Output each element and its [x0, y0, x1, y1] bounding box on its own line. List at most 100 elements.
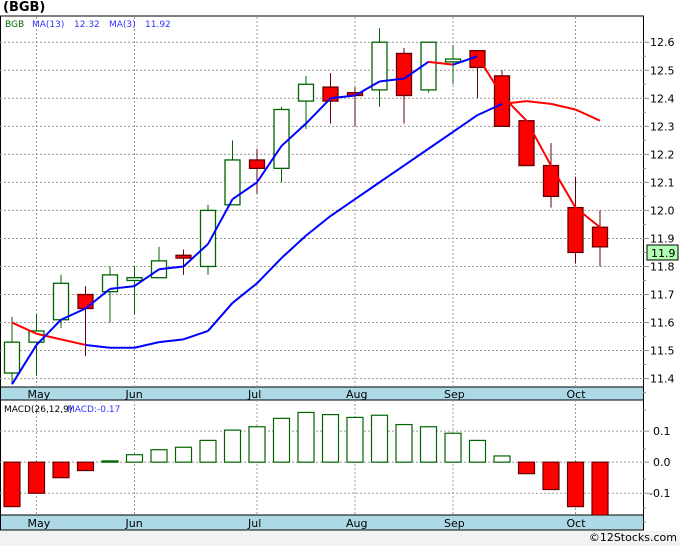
price-tick-label: 12.1: [650, 176, 675, 189]
macd-bar-positive: [297, 411, 315, 463]
month-band-top: [0, 386, 644, 401]
ma13-line-segment: [134, 341, 160, 349]
ma13-line-segment: [11, 321, 37, 335]
ma13-line-segment: [183, 329, 209, 341]
ma13-line-segment: [158, 338, 184, 344]
ma3-line-segment: [428, 60, 454, 66]
candle-up: [371, 41, 388, 91]
month-label: Aug: [346, 388, 367, 401]
macd-bar-positive: [272, 417, 291, 463]
chart-title: (BGB): [3, 0, 46, 15]
ma3-line-segment: [354, 80, 380, 97]
ma13-line-segment: [354, 181, 381, 201]
macd-bar-positive: [346, 416, 364, 463]
ma13-line-segment: [427, 131, 454, 150]
last-price-label: 11.9: [651, 247, 676, 260]
stock-chart: 12.612.512.412.312.212.112.011.911.811.7…: [0, 15, 679, 531]
macd-bar-positive: [125, 454, 144, 463]
ma13-line-segment: [36, 332, 62, 341]
macd-bar-negative: [591, 461, 609, 516]
legend-ma3-value: 11.92: [145, 20, 171, 30]
candle-down: [77, 293, 94, 310]
ma3-line-segment: [109, 285, 135, 290]
macd-legend-label: MACD(26,12,9): [4, 405, 72, 415]
candle-up: [3, 341, 21, 374]
legend-ma13-label: MA(13): [32, 20, 64, 30]
month-label: Sep: [444, 388, 465, 401]
month-label: Jul: [247, 517, 261, 530]
ma3-line-segment: [501, 94, 528, 122]
ma3-line-segment: [476, 55, 503, 97]
month-label: Aug: [346, 517, 367, 530]
ma13-line-segment: [575, 108, 601, 122]
candle-up: [444, 58, 462, 63]
candle-up: [297, 83, 315, 102]
month-label: Oct: [567, 517, 587, 530]
ma3-line-segment: [379, 77, 405, 83]
month-band-bottom: [0, 514, 644, 531]
macd-bar-positive: [101, 460, 119, 463]
macd-bar-positive: [370, 414, 389, 463]
price-tick-label: 12.3: [650, 120, 675, 133]
ma13-line-segment: [378, 164, 405, 184]
ma3-line-segment: [11, 344, 38, 385]
ma3-line-segment: [403, 61, 430, 80]
legend-ma13-value: 12.32: [74, 20, 100, 30]
ma3-line-segment: [256, 145, 283, 183]
macd-bar-positive: [468, 439, 487, 463]
ma3-line-segment: [231, 181, 258, 201]
last-price-badge: [646, 244, 679, 261]
macd-bar-negative: [27, 461, 46, 494]
macd-bar-positive: [444, 432, 462, 463]
candle-down: [567, 206, 584, 254]
macd-tick-label: 0.0: [653, 456, 671, 469]
price-tick-label: 12.2: [650, 148, 675, 161]
ma13-line-segment: [280, 234, 307, 259]
macd-tick-label: -0.1: [649, 487, 670, 500]
ma3-line-segment: [60, 307, 86, 321]
ma3-line-segment: [305, 97, 332, 125]
ma13-line-segment: [329, 198, 356, 217]
macd-bar-positive: [223, 429, 242, 463]
ma3-line-segment: [574, 206, 601, 229]
legend-symbol: BGB: [5, 20, 24, 30]
legend-ma3-label: MA(3): [109, 20, 136, 30]
macd-bar-negative: [542, 461, 560, 491]
macd-bar-positive: [493, 455, 511, 463]
ma13-line-segment: [231, 282, 258, 304]
ma13-line-segment: [550, 102, 576, 111]
month-label: Jul: [247, 388, 261, 401]
price-tick-label: 11.6: [650, 317, 675, 330]
macd-bar-negative: [517, 461, 536, 475]
ma13-line-segment: [403, 147, 430, 167]
macd-bar-positive: [419, 426, 438, 463]
candle-up: [52, 282, 70, 321]
candle-up: [199, 209, 217, 268]
ma13-line-segment: [526, 100, 552, 105]
macd-bar-positive: [199, 439, 217, 463]
macd-bar-negative: [3, 461, 21, 508]
candle-up: [224, 159, 241, 206]
price-tick-label: 12.0: [650, 204, 675, 217]
month-label: Oct: [567, 388, 587, 401]
ma3-line-segment: [35, 319, 62, 346]
ma13-line-segment: [207, 302, 234, 332]
candle-down: [518, 120, 535, 167]
ma3-line-segment: [182, 243, 209, 268]
price-tick-label: 11.8: [650, 260, 675, 273]
price-tick-label: 11.4: [650, 373, 675, 386]
macd-bar-positive: [395, 423, 413, 463]
candle-up: [126, 277, 143, 282]
macd-bar-positive: [150, 449, 168, 463]
ma3-line-segment: [133, 268, 160, 287]
candle-down: [591, 226, 609, 248]
month-label: May: [28, 388, 51, 401]
ma3-line-segment: [550, 165, 577, 209]
ma3-line-segment: [525, 120, 552, 167]
candle-down: [248, 159, 266, 170]
candle-down: [175, 254, 192, 259]
macd-tick-label: 0.1: [653, 425, 671, 438]
month-label: Jun: [125, 517, 143, 530]
ma13-line-segment: [305, 215, 332, 237]
price-tick-label: 12.4: [650, 92, 675, 105]
